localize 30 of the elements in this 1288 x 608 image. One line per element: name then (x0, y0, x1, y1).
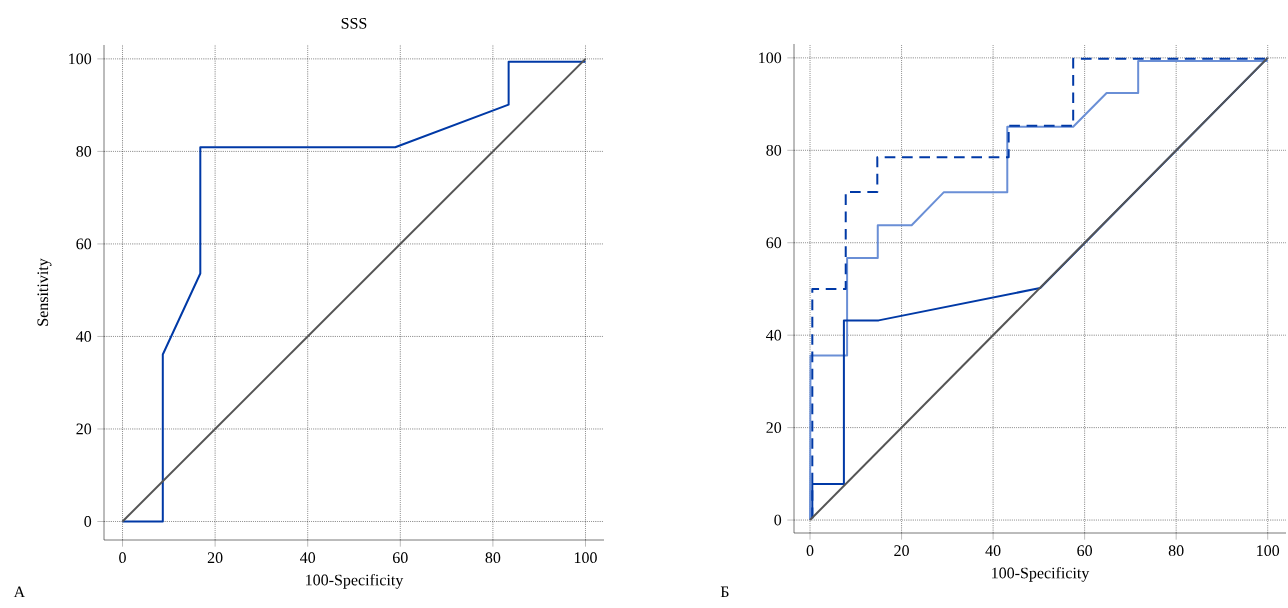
y-tick-label: 0 (774, 514, 782, 526)
text: Б (720, 586, 729, 598)
x-tick-label: 100 (1257, 545, 1280, 557)
x-tick-label: 80 (485, 552, 501, 564)
y-tick-label: 20 (76, 423, 92, 435)
x-tick-label: 60 (392, 552, 408, 564)
y-tick-label: 100 (759, 52, 782, 64)
x-tick-label: 0 (806, 545, 814, 557)
y-tick-label: 40 (76, 331, 92, 342)
x-axis-title: 100-Specificity (306, 573, 404, 589)
y-tick-label: 0 (84, 516, 92, 527)
y-tick-label: 40 (766, 329, 782, 341)
text: А (13, 586, 26, 598)
y-tick-label: 20 (766, 422, 782, 434)
x-tick-label: 40 (985, 545, 1001, 557)
x-tick-label: 20 (207, 552, 223, 564)
x-tick-label: 80 (1168, 545, 1184, 557)
y-tick-label: 80 (76, 146, 92, 157)
chart-title: SSS (341, 17, 367, 29)
x-axis-title: 100-Specificity (992, 566, 1090, 582)
x-tick-label: 60 (1077, 545, 1093, 557)
y-tick-label: 80 (766, 144, 782, 156)
y-tick-label: 100 (69, 53, 92, 65)
x-tick-label: 40 (300, 552, 316, 564)
x-tick-label: 20 (894, 545, 909, 557)
x-tick-label: 100 (574, 552, 597, 564)
y-tick-label: 60 (76, 238, 92, 250)
y-axis-title: Sensitivity (37, 258, 52, 326)
x-tick-label: 0 (119, 552, 126, 564)
y-tick-label: 60 (766, 237, 782, 249)
